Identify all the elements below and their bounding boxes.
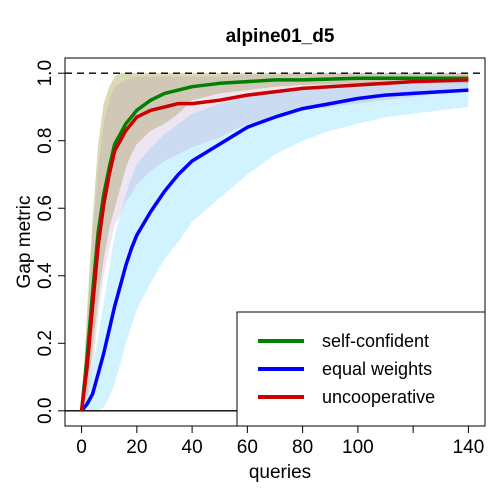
x-axis-label: queries <box>249 462 311 483</box>
y-tick-label: 0.8 <box>35 128 56 154</box>
legend-label-self-confident: self-confident <box>322 331 429 351</box>
legend-label-equal-weights: equal weights <box>322 359 432 379</box>
y-tick-label: 0.0 <box>35 398 56 424</box>
equal-weights-line <box>80 88 469 412</box>
equal-weights-band <box>81 79 469 411</box>
uncooperative-band <box>81 73 469 411</box>
x-tick-label: 140 <box>453 437 485 458</box>
y-tick-label: 1.0 <box>35 60 56 86</box>
legend: self-confident equal weights uncooperative <box>236 311 486 427</box>
chart-title: alpine01_d5 <box>226 26 335 47</box>
confidence-bands <box>81 73 469 411</box>
x-tick-label: 60 <box>237 437 258 458</box>
y-tick-label: 0.2 <box>35 330 56 356</box>
series-lines <box>79 76 469 412</box>
y-axis-label: Gap metric <box>14 196 35 289</box>
self-confident-band <box>81 73 469 411</box>
uncooperative-line <box>79 78 469 412</box>
x-tick-label: 100 <box>342 437 374 458</box>
legend-label-uncooperative: uncooperative <box>322 387 435 407</box>
x-tick-label: 40 <box>182 437 203 458</box>
x-tick-label: 80 <box>292 437 313 458</box>
y-tick-label: 0.4 <box>35 262 56 289</box>
y-tick-label: 0.6 <box>35 195 56 221</box>
x-tick-label: 0 <box>76 437 87 458</box>
y-axis: 0.0 0.2 0.4 0.6 0.8 1.0 <box>35 60 66 424</box>
x-tick-label: 20 <box>126 437 147 458</box>
x-axis: 0 20 40 60 80 100 140 <box>76 425 485 458</box>
